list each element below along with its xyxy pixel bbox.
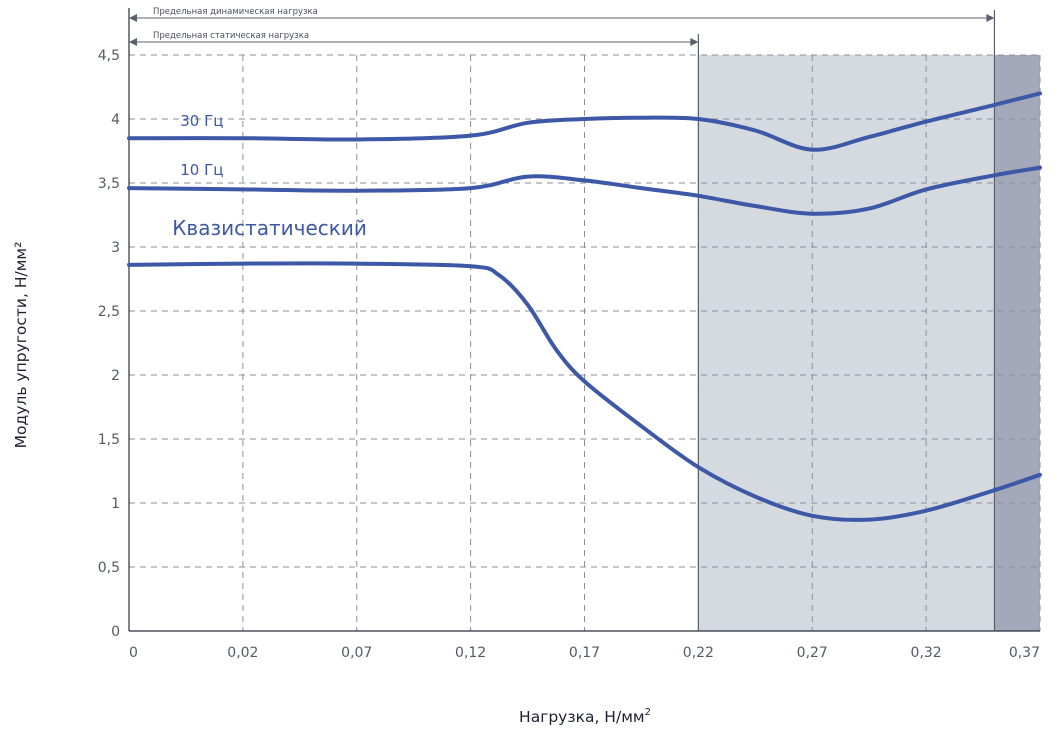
limit-arrowhead-end xyxy=(690,38,699,46)
x-tick-label: 0,22 xyxy=(683,645,714,661)
y-tick-label: 4 xyxy=(111,112,120,128)
x-tick-label: 0,07 xyxy=(341,645,372,661)
y-tick-label: 0,5 xyxy=(98,560,120,576)
y-tick-label: 0 xyxy=(111,624,120,640)
series-label-2: Квазистатический xyxy=(172,216,367,240)
series-line-0 xyxy=(127,91,1042,152)
limit-arrowhead-end xyxy=(986,14,995,22)
x-axis-title-superscript: 2 xyxy=(645,707,651,718)
x-tick-label: 0,32 xyxy=(911,645,942,661)
y-tick-label: 1 xyxy=(111,496,120,512)
y-axis-title: Модуль упругости, Н/мм² xyxy=(12,242,30,449)
x-tick-label: 0,17 xyxy=(569,645,600,661)
limit-arrowhead-start xyxy=(129,14,137,22)
series-label-0: 30 Гц xyxy=(180,112,223,130)
y-tick-label: 3,5 xyxy=(98,176,120,192)
series-label-1: 10 Гц xyxy=(180,161,223,179)
limit-arrowhead-start xyxy=(129,38,137,46)
tick-labels: 0 0,5 1 1,5 2 2,5 3 3,5 4 4,5 0 0,02 0,07 0,12 0,17 0,2… xyxy=(98,48,1040,661)
shaded-region-1 xyxy=(994,55,1040,631)
grid-lines xyxy=(129,54,1041,631)
x-axis-title-text: Нагрузка, Н/мм xyxy=(519,708,645,726)
y-tick-label: 3 xyxy=(111,240,120,256)
y-tick-label: 1,5 xyxy=(98,432,120,448)
x-axis-title: Нагрузка, Н/мм2 xyxy=(519,707,651,726)
series-line-1 xyxy=(127,165,1042,216)
x-tick-label: 0,02 xyxy=(227,645,258,661)
shaded-regions xyxy=(698,55,1040,631)
series-lines xyxy=(127,91,1042,522)
x-tick-label: 0 xyxy=(129,645,138,661)
limit-label: Предельная статическая нагрузка xyxy=(153,31,309,41)
y-tick-label: 4,5 xyxy=(98,48,120,64)
x-tick-label: 0,27 xyxy=(797,645,828,661)
series-line-2 xyxy=(127,261,1042,522)
y-tick-label: 2 xyxy=(111,368,120,384)
series-labels: 30 Гц 10 Гц Квазистатический xyxy=(172,112,367,240)
load-limit-markers: Предельная динамическая нагрузка Предельн… xyxy=(129,7,996,631)
y-tick-label: 2,5 xyxy=(98,304,120,320)
x-tick-label: 0,37 xyxy=(1009,645,1040,661)
shaded-region-0 xyxy=(698,55,995,631)
axes xyxy=(128,8,1040,632)
x-tick-label: 0,12 xyxy=(455,645,486,661)
limit-label: Предельная динамическая нагрузка xyxy=(153,7,318,17)
